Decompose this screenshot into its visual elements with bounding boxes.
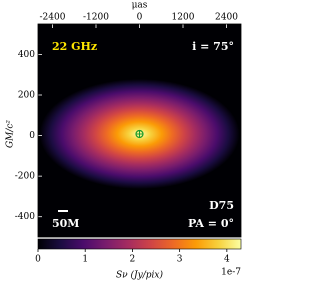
colorbar-multiplier: 1e-7	[221, 268, 241, 278]
plot-frame	[37, 23, 242, 238]
colorbar	[37, 238, 242, 250]
colorbar-tick-label: 3	[177, 255, 183, 265]
y-tick-label: 0	[29, 131, 35, 141]
y-tick-label: 400	[18, 50, 35, 60]
center-cross	[136, 130, 143, 138]
model-label: D75	[209, 199, 234, 212]
y-tick-label: -400	[15, 212, 35, 222]
y-tick-label: -200	[15, 172, 35, 182]
x-tick-label: 1200	[172, 13, 195, 23]
x-tick-label: 2400	[215, 13, 238, 23]
x-tick-label: 0	[137, 13, 143, 23]
colorbar-tick-label: 4	[224, 255, 230, 265]
scale-bar-label: 50M	[52, 217, 79, 230]
x-tick-label: -1200	[83, 13, 109, 23]
colorbar-label: Sν (Jy/pix)	[116, 270, 163, 281]
colorbar-tick-label: 1	[82, 255, 88, 265]
frequency-label: 22 GHz	[52, 40, 97, 53]
colorbar-tick-label: 0	[35, 255, 41, 265]
y-tick-label: 200	[18, 91, 35, 101]
y-axis-label: GM/c²	[6, 120, 16, 148]
chart: μas GM/c² 22 GHz i = 75° D75 PA = 0° 50M…	[6, 1, 242, 281]
colorbar-tick-label: 2	[130, 255, 136, 265]
x-tick-label: -2400	[40, 13, 66, 23]
x-axis-label: μas	[132, 1, 148, 11]
inclination-label: i = 75°	[192, 40, 234, 53]
pa-label: PA = 0°	[188, 217, 234, 230]
